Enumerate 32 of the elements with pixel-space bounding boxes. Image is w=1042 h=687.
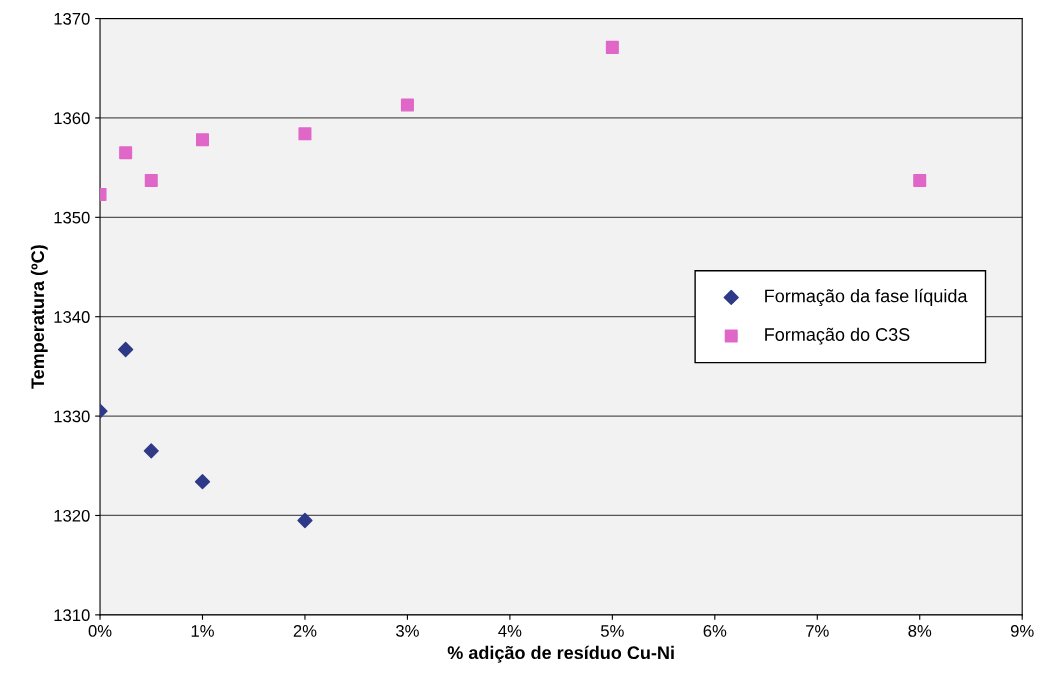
- x-tick-label: 4%: [498, 625, 522, 637]
- y-tick-label: 1320: [54, 509, 90, 522]
- point: [118, 341, 134, 358]
- y-axis-title: Temperatura (ºC): [30, 245, 48, 389]
- x-tick-label: 7%: [806, 625, 829, 637]
- point: [400, 98, 414, 112]
- legend-label: Formação do C3S: [765, 327, 910, 345]
- x-tick-label: 3%: [396, 625, 419, 637]
- y-tick-label: 1360: [54, 112, 90, 125]
- point: [298, 127, 312, 141]
- x-tick-label: 8%: [908, 625, 932, 637]
- y-tick-label: 1310: [54, 609, 90, 622]
- x-tick-label: 2%: [293, 625, 317, 637]
- point: [194, 474, 211, 490]
- x-tick-label: 9%: [1010, 625, 1034, 637]
- x-tick-label: 0%: [88, 625, 112, 637]
- point: [913, 174, 927, 188]
- x-axis-title: % adição de resíduo Cu-Ni: [447, 645, 674, 663]
- point: [605, 40, 619, 54]
- x-tick-label: 1%: [191, 625, 214, 637]
- y-tick-label: 1340: [54, 311, 90, 323]
- y-tick-label: 1350: [54, 211, 90, 224]
- x-tick-label: 6%: [703, 625, 727, 637]
- x-tick-label: 5%: [600, 625, 624, 637]
- point: [144, 174, 158, 188]
- point: [143, 443, 159, 459]
- y-tick-label: 1330: [54, 410, 90, 423]
- point: [297, 512, 313, 529]
- y-tick-label: 1370: [54, 12, 90, 25]
- legend-label: Formação da fase líquida: [765, 288, 968, 306]
- point: [195, 133, 210, 147]
- point: [119, 146, 133, 160]
